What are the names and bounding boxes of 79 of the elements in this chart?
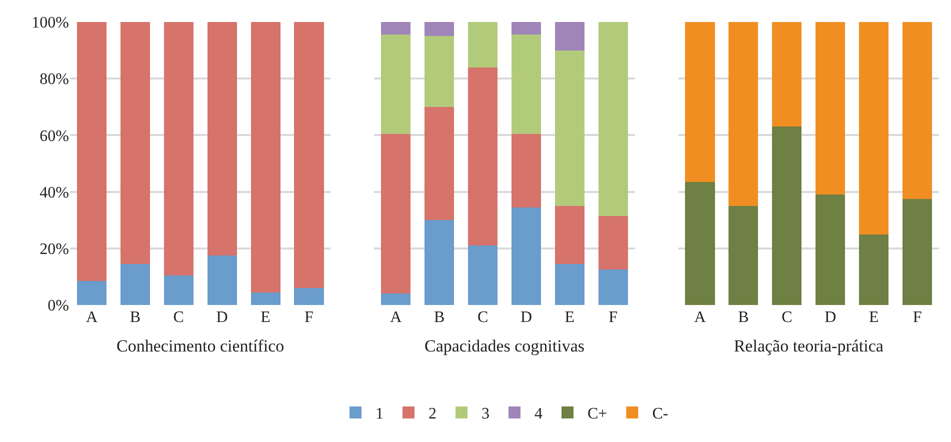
bar (76, 280, 106, 305)
y-tick-label: 0% (48, 298, 69, 315)
x-tick-label: A (86, 309, 98, 326)
y-tick-label: 20% (40, 241, 69, 258)
x-axis-title: Relação teoria-prática (734, 336, 884, 356)
bar (772, 126, 802, 305)
x-tick-label: C (782, 309, 792, 326)
bar (685, 182, 715, 305)
bar (468, 246, 498, 305)
bar (164, 22, 194, 276)
legend-label: 4 (534, 406, 542, 423)
x-tick-label: D (520, 309, 532, 326)
x-tick-label: C (173, 309, 184, 326)
x-axis-title: Conhecimento científico (116, 336, 284, 356)
bar (728, 22, 758, 206)
bar (294, 288, 324, 305)
legend-label: C+ (588, 406, 608, 423)
x-tick-label: E (564, 309, 575, 326)
bar (424, 22, 454, 36)
x-axis-title: Capacidades cognitivas (424, 336, 585, 356)
x-tick-label: F (912, 309, 922, 326)
legend-label: 1 (376, 406, 384, 423)
bar (554, 206, 584, 264)
bar (554, 50, 584, 206)
bar (424, 36, 454, 107)
y-tick-label: 40% (40, 184, 69, 202)
bar (902, 198, 932, 305)
bar (381, 34, 411, 134)
x-tick-label: F (608, 309, 618, 326)
x-tick-label: B (738, 309, 749, 326)
bar (120, 264, 150, 305)
bar (598, 270, 628, 305)
bar (685, 22, 715, 182)
bar (76, 22, 106, 281)
bar (902, 22, 932, 199)
bar (207, 255, 237, 305)
x-tick-label: D (216, 309, 228, 326)
y-tick-label: 80% (40, 71, 69, 88)
x-tick-label: B (130, 309, 141, 326)
y-tick-label: 100% (32, 14, 69, 32)
x-tick-label: F (304, 309, 314, 326)
bar (207, 22, 237, 256)
bar (511, 34, 541, 134)
bar (381, 22, 411, 35)
legend-label: C- (652, 406, 668, 423)
bar (859, 22, 889, 234)
bar (511, 207, 541, 305)
bar (250, 292, 280, 305)
bar (728, 206, 758, 305)
x-tick-label: A (694, 309, 706, 326)
x-tick-label: B (434, 309, 445, 326)
bar (772, 22, 802, 127)
legend-label: 3 (482, 406, 490, 423)
bar (859, 234, 889, 305)
x-tick-label: E (260, 309, 270, 326)
bar (381, 134, 411, 294)
bar (554, 22, 584, 50)
bar (164, 275, 194, 305)
bar (816, 194, 846, 305)
bar (468, 67, 498, 246)
bar (424, 220, 454, 305)
bar (554, 264, 584, 305)
x-tick-label: C (477, 309, 488, 326)
bar (120, 22, 150, 264)
bar (598, 22, 628, 216)
bar (381, 294, 411, 305)
x-tick-label: E (868, 309, 879, 326)
bar (294, 22, 324, 288)
bar (250, 22, 280, 292)
x-tick-label: A (390, 309, 402, 326)
bar (511, 22, 541, 35)
x-tick-label: D (824, 309, 836, 326)
bar (511, 134, 541, 208)
bar (424, 106, 454, 220)
bar (468, 22, 498, 68)
y-tick-label: 60% (40, 128, 69, 145)
bar (816, 22, 846, 195)
legend-label: 2 (428, 406, 436, 423)
bar (598, 216, 628, 270)
